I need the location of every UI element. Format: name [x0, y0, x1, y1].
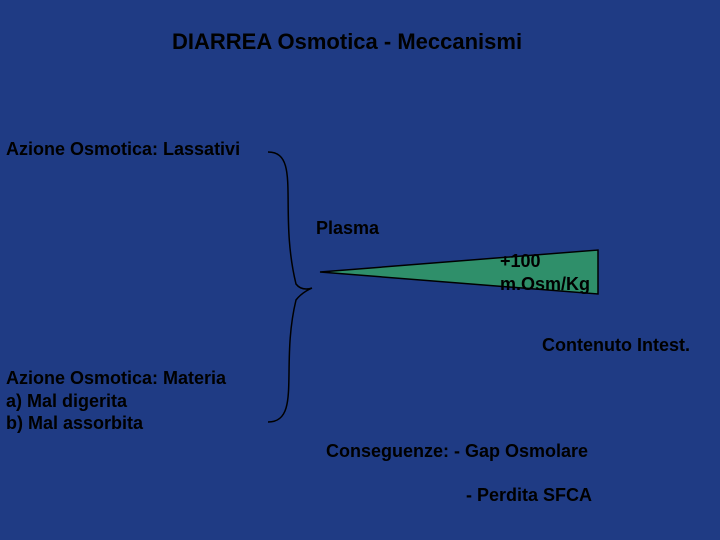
osm-value-line1: +100 — [500, 251, 541, 271]
materia-line3: b) Mal assorbita — [6, 413, 143, 433]
label-contenuto: Contenuto Intest. — [542, 334, 690, 357]
label-materia: Azione Osmotica: Materia a) Mal digerita… — [6, 367, 226, 435]
label-conseguenze: Conseguenze: - Gap Osmolare — [326, 440, 588, 463]
brace-curve — [256, 150, 322, 425]
label-perdita: - Perdita SFCA — [466, 484, 592, 507]
materia-line1: Azione Osmotica: Materia — [6, 368, 226, 388]
brace-path — [268, 152, 312, 422]
slide-title: DIARREA Osmotica - Meccanismi — [172, 28, 522, 56]
label-osm-value: +100 m.Osm/Kg — [500, 250, 590, 295]
osm-value-line2: m.Osm/Kg — [500, 274, 590, 294]
label-lassativi: Azione Osmotica: Lassativi — [6, 138, 240, 161]
label-plasma: Plasma — [316, 217, 379, 240]
slide: DIARREA Osmotica - Meccanismi Azione Osm… — [0, 0, 720, 540]
materia-line2: a) Mal digerita — [6, 391, 127, 411]
